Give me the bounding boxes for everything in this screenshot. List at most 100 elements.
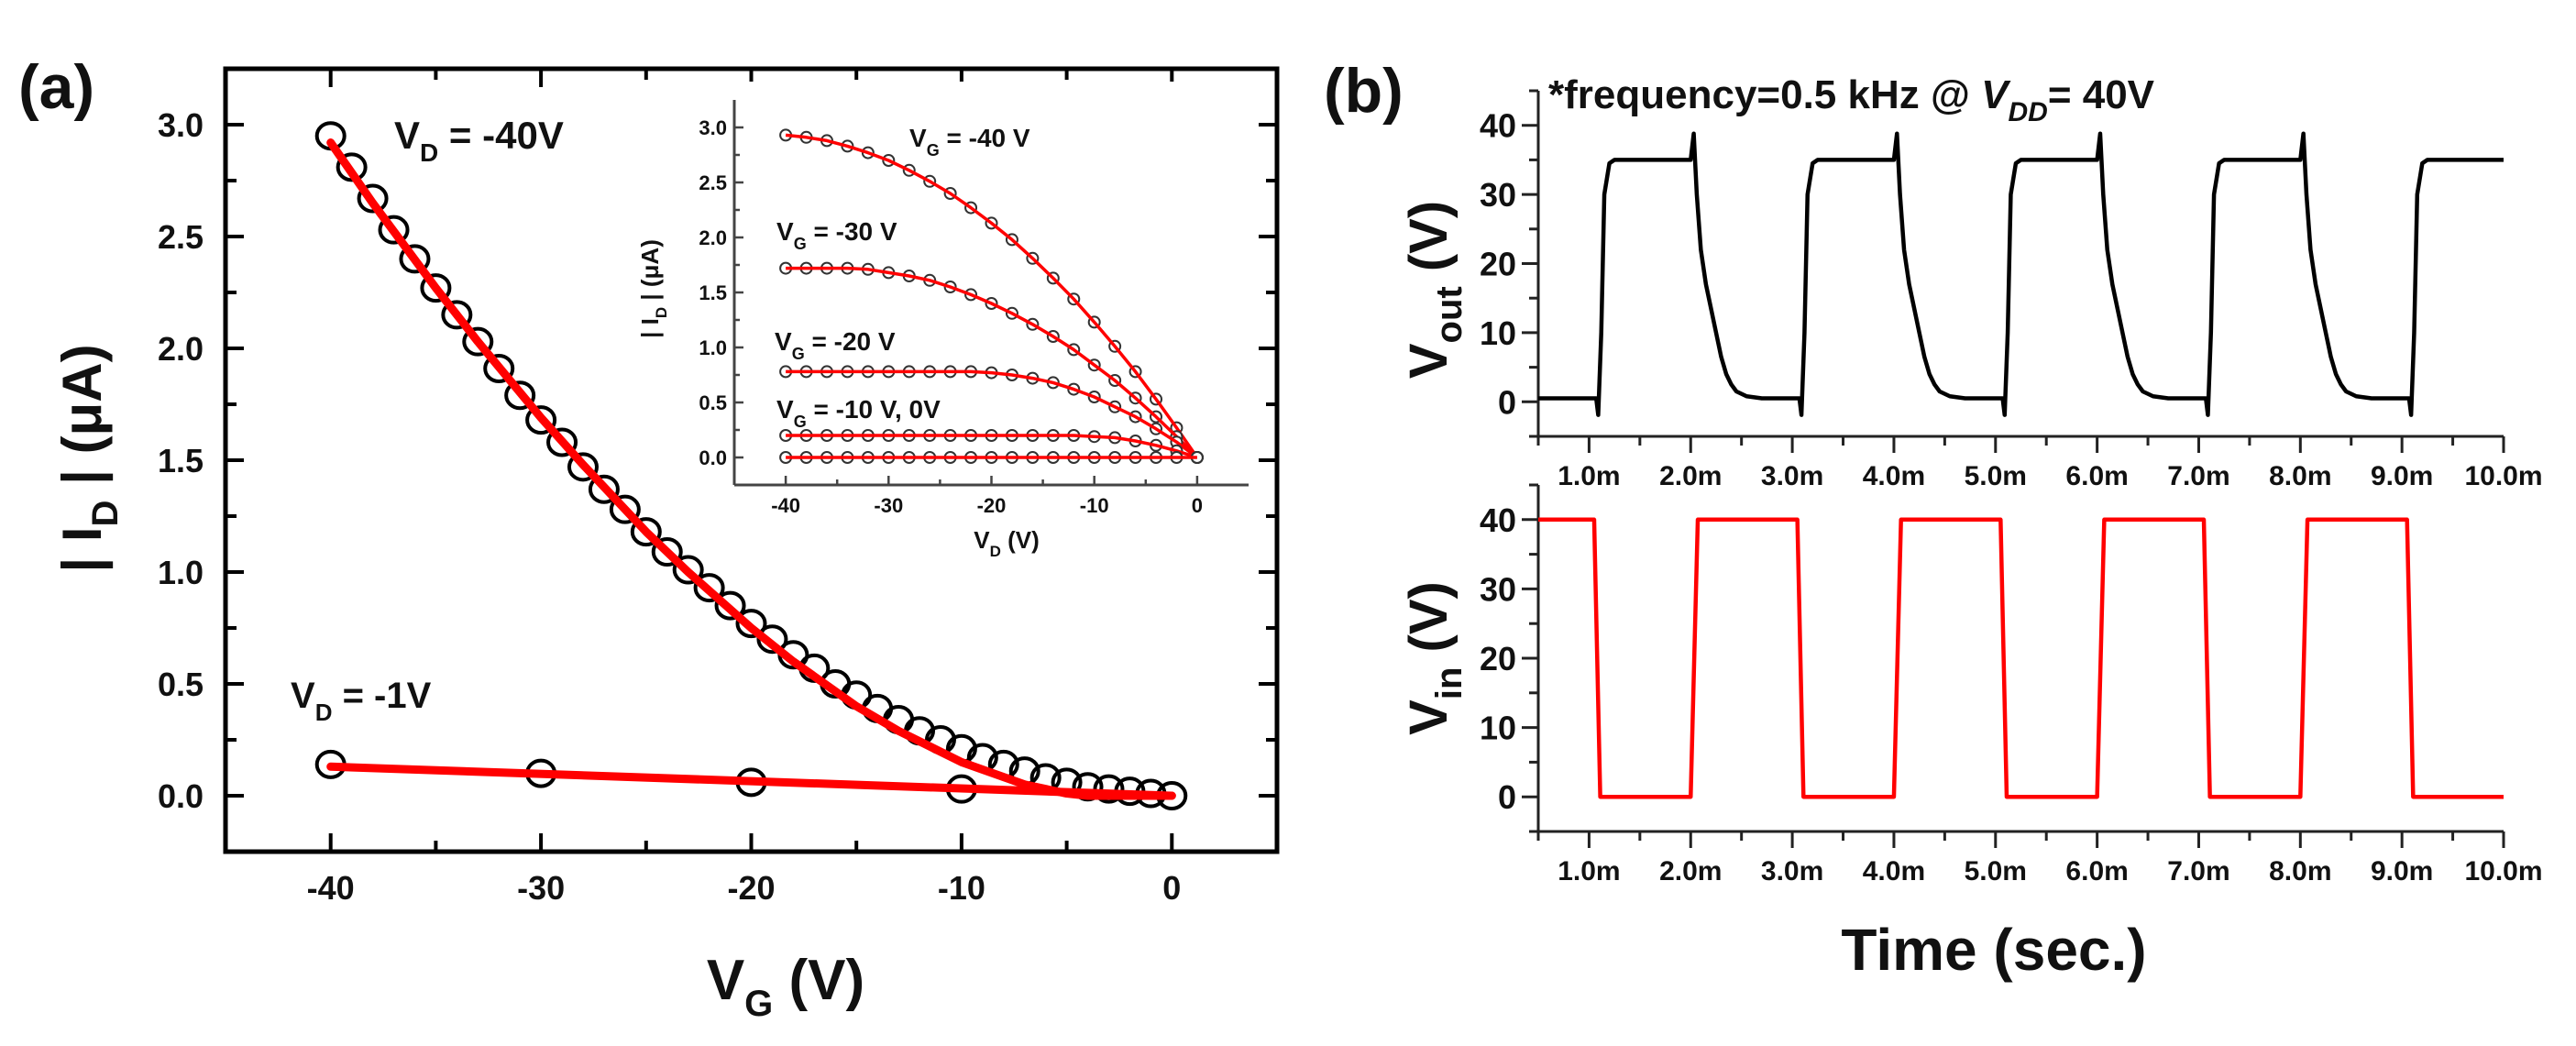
vin-x-tick-label: 8.0m xyxy=(2269,856,2331,886)
data-point xyxy=(714,590,746,621)
vout-x-tick-label: 1.0m xyxy=(1558,461,1620,491)
vout-axis-title: Vout (V) xyxy=(1399,201,1470,379)
vin-x-tick-label: 5.0m xyxy=(1965,856,2027,886)
vout-plot: 1.0m 2.0m 3.0m 4.0m 5.0m 6.0m 7.0m 8.0m 9.0m 10.0… xyxy=(1480,89,2543,491)
vin-waveform xyxy=(1538,517,2504,799)
vin-x-tick-label: 9.0m xyxy=(2371,856,2433,886)
vin-y-tick-label: 20 xyxy=(1480,640,1516,677)
vin-y-tick-label: 40 xyxy=(1480,501,1516,539)
series-label-vd-40: VD = -40V xyxy=(394,114,564,167)
inset-y-tick-label: 0.0 xyxy=(699,446,727,469)
data-point xyxy=(630,517,662,547)
data-point xyxy=(546,427,578,457)
data-point xyxy=(357,183,389,214)
panel-b-label: (b) xyxy=(1324,56,1404,126)
vin-x-tick-label: 3.0m xyxy=(1761,856,1823,886)
vout-x-tick-label: 4.0m xyxy=(1863,461,1925,491)
series-label-vd-1: VD = -1V xyxy=(291,676,432,726)
vout-y-tick-label: 20 xyxy=(1480,246,1516,283)
inset-y-tick-label: 1.5 xyxy=(699,281,727,304)
x-tick-label: -40 xyxy=(307,869,355,907)
vout-y-tick-label: 0 xyxy=(1498,383,1516,421)
y-tick-label: 3.0 xyxy=(158,106,204,144)
x-tick-label: 0 xyxy=(1162,869,1181,907)
inset-y-tick-label: 2.5 xyxy=(699,171,727,194)
inset-fit-line-2 xyxy=(786,369,1198,459)
inset-x-tick-label: -30 xyxy=(874,494,903,517)
inset-background xyxy=(734,82,1249,485)
vout-x-tick-label: 5.0m xyxy=(1965,461,2027,491)
inset-y-tick-label: 2.0 xyxy=(699,226,727,249)
inset-y-axis-title: | ID | (μA) xyxy=(636,239,670,338)
data-point xyxy=(441,300,473,330)
y-tick-label: 2.0 xyxy=(158,330,204,368)
inset-x-axis-title: VD (V) xyxy=(974,526,1040,560)
inset-fit-line-1 xyxy=(786,266,1199,459)
data-point xyxy=(399,244,431,274)
vin-plot: 1.0m 2.0m 3.0m 4.0m 5.0m 6.0m 7.0m 8.0m 9.0m 10.0… xyxy=(1480,483,2543,886)
vout-y-tick-label: 40 xyxy=(1480,107,1516,145)
inset-y-tick-label: 0.5 xyxy=(699,391,727,414)
inset-label-vg-20: VG = -20 V xyxy=(775,327,896,363)
vout-y-tick-label: 10 xyxy=(1480,314,1516,352)
data-point xyxy=(525,405,557,435)
x-axis-title-vg: VG (V) xyxy=(707,949,864,1024)
vout-x-tick-label: 3.0m xyxy=(1761,461,1823,491)
y-tick-label: 1.0 xyxy=(158,554,204,591)
inset-output-plot: -40 -30 -20 -10 0 0.0 0.5 1.0 1.5 2.0 2.5 3.0 xyxy=(699,82,1249,517)
inset-label-vg-10-0: VG = -10 V, 0V xyxy=(776,395,941,431)
vin-y-tick-label: 30 xyxy=(1480,570,1516,608)
inset-label-vg-40: VG = -40 V xyxy=(909,124,1030,160)
x-tick-label: -20 xyxy=(727,869,775,907)
inset-x-tick-label: -40 xyxy=(771,494,800,517)
panel-a-label: (a) xyxy=(18,52,94,122)
vout-x-tick-label: 8.0m xyxy=(2269,461,2331,491)
data-point xyxy=(504,380,536,411)
data-point xyxy=(672,555,704,585)
vout-x-tick-label: 2.0m xyxy=(1659,461,1722,491)
time-axis-title: Time (sec.) xyxy=(1841,917,2146,983)
data-point xyxy=(336,152,368,182)
inset-x-tick-label: -20 xyxy=(977,494,1007,517)
vin-x-tick-label: 1.0m xyxy=(1558,856,1620,886)
vin-axis-title: Vin (V) xyxy=(1399,581,1470,735)
vout-x-tick-label: 7.0m xyxy=(2167,461,2229,491)
data-point xyxy=(735,609,767,639)
inset-fit-line-3 xyxy=(786,434,1198,459)
vout-y-tick-label: 30 xyxy=(1480,176,1516,214)
inset-fit-line-0 xyxy=(785,133,1199,458)
data-point xyxy=(462,326,494,357)
vin-x-tick-label: 4.0m xyxy=(1863,856,1925,886)
data-point xyxy=(378,215,410,245)
vin-x-tick-label: 10.0m xyxy=(2464,856,2542,886)
data-point xyxy=(609,494,641,524)
fit-line-1 xyxy=(326,762,1176,800)
data-point xyxy=(588,474,620,504)
x-tick-label: -10 xyxy=(938,869,985,907)
inset-label-vg-30: VG = -30 V xyxy=(776,217,897,253)
data-point xyxy=(567,452,599,482)
data-point xyxy=(420,273,452,303)
vout-waveform xyxy=(1538,131,2504,417)
y-axis-title-id: | ID | (μA) xyxy=(51,344,126,572)
vin-x-tick-label: 2.0m xyxy=(1659,856,1722,886)
vin-y-tick-label: 0 xyxy=(1498,778,1516,816)
y-tick-label: 0.5 xyxy=(158,666,204,703)
inset-x-tick-label: -10 xyxy=(1080,494,1109,517)
y-tick-label: 2.5 xyxy=(158,218,204,256)
x-tick-label: -30 xyxy=(517,869,565,907)
vout-x-tick-label: 6.0m xyxy=(2065,461,2128,491)
vin-x-tick-label: 6.0m xyxy=(2065,856,2128,886)
frequency-note: *frequency=0.5 kHz @ VDD= 40V xyxy=(1548,72,2155,127)
transfer-plot: -40 -30 -20 -10 0 0.0 0.5 1.0 1.5 2.0 2.5 3.0 xyxy=(158,66,1280,907)
data-point xyxy=(756,624,788,655)
vout-x-tick-label: 10.0m xyxy=(2464,461,2542,491)
data-point xyxy=(693,573,725,603)
data-point xyxy=(651,537,683,567)
vout-x-tick-label: 9.0m xyxy=(2371,461,2433,491)
inset-y-tick-label: 3.0 xyxy=(699,116,727,139)
y-tick-label: 0.0 xyxy=(158,777,204,815)
vin-x-tick-label: 7.0m xyxy=(2167,856,2229,886)
